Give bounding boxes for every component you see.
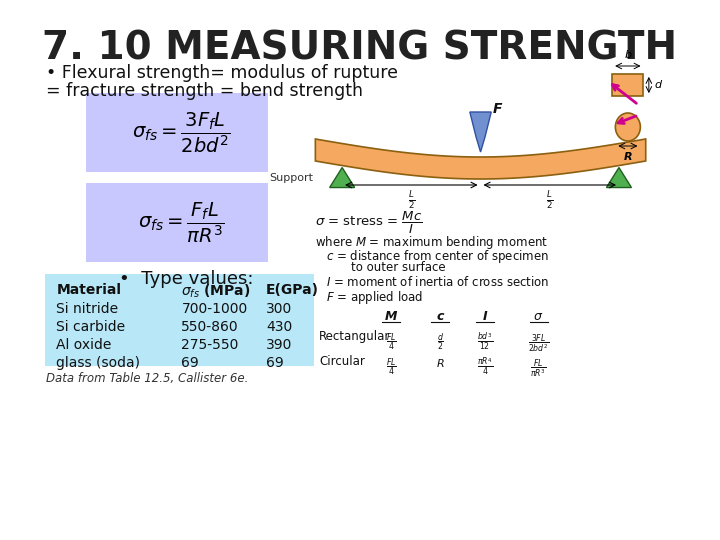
Text: $\frac{bd^3}{12}$: $\frac{bd^3}{12}$: [477, 332, 493, 352]
Text: I: I: [482, 310, 487, 323]
Text: b: b: [624, 50, 631, 60]
Text: to outer surface: to outer surface: [351, 261, 446, 274]
Text: Material: Material: [56, 283, 122, 297]
Text: F: F: [493, 102, 503, 116]
Text: R: R: [624, 152, 632, 162]
Polygon shape: [315, 139, 646, 179]
Text: d: d: [654, 80, 662, 90]
Text: $\frac{L}{2}$: $\frac{L}{2}$: [546, 189, 553, 211]
Bar: [612, 74, 644, 96]
Text: Al oxide: Al oxide: [56, 338, 112, 352]
Text: $\sigma$ = stress = $\dfrac{Mc}{I}$: $\sigma$ = stress = $\dfrac{Mc}{I}$: [315, 210, 423, 236]
Text: = fracture strength = bend strength: = fracture strength = bend strength: [45, 82, 363, 100]
Text: Rectangular: Rectangular: [319, 330, 390, 343]
Text: 300: 300: [266, 302, 292, 316]
Text: Si nitride: Si nitride: [56, 302, 119, 316]
Text: 7. 10 MEASURING STRENGTH: 7. 10 MEASURING STRENGTH: [42, 30, 678, 68]
Text: 69: 69: [266, 356, 284, 370]
Text: 275-550: 275-550: [181, 338, 239, 352]
Polygon shape: [470, 112, 491, 152]
Text: 700-1000: 700-1000: [181, 302, 248, 316]
Ellipse shape: [616, 113, 640, 141]
Text: $\frac{FL}{4}$: $\frac{FL}{4}$: [386, 332, 397, 354]
FancyBboxPatch shape: [45, 274, 315, 366]
Text: glass (soda): glass (soda): [56, 356, 140, 370]
Text: where $M$ = maximum bending moment: where $M$ = maximum bending moment: [315, 234, 549, 251]
Text: $\sigma_{fs}$ (MPa): $\sigma_{fs}$ (MPa): [181, 283, 251, 300]
Text: Si carbide: Si carbide: [56, 320, 125, 334]
FancyBboxPatch shape: [86, 93, 268, 172]
FancyBboxPatch shape: [86, 183, 268, 262]
Text: $\frac{\pi R^4}{4}$: $\frac{\pi R^4}{4}$: [477, 357, 493, 377]
Text: • Flexural strength= modulus of rupture: • Flexural strength= modulus of rupture: [45, 64, 397, 82]
Text: $R$: $R$: [436, 357, 445, 369]
Text: $\frac{FL}{\pi R^3}$: $\frac{FL}{\pi R^3}$: [531, 357, 546, 380]
Text: •  Type values:: • Type values:: [119, 270, 253, 288]
Text: $\sigma$: $\sigma$: [534, 310, 544, 323]
Text: $\frac{d}{2}$: $\frac{d}{2}$: [437, 332, 444, 354]
Text: $I$ = moment of inertia of cross section: $I$ = moment of inertia of cross section: [326, 275, 549, 289]
Text: $c$ = distance from center of specimen: $c$ = distance from center of specimen: [326, 248, 549, 265]
Text: $\frac{L}{2}$: $\frac{L}{2}$: [408, 189, 415, 211]
Text: 550-860: 550-860: [181, 320, 239, 334]
Text: $\sigma_{fs} = \dfrac{3F_f L}{2bd^2}$: $\sigma_{fs} = \dfrac{3F_f L}{2bd^2}$: [132, 111, 230, 156]
Text: Data from Table 12.5, Callister 6e.: Data from Table 12.5, Callister 6e.: [45, 372, 248, 385]
Text: 390: 390: [266, 338, 292, 352]
Text: $\frac{3FL}{2bd^2}$: $\frac{3FL}{2bd^2}$: [528, 332, 549, 355]
Text: $\frac{FL}{4}$: $\frac{FL}{4}$: [386, 357, 397, 379]
Text: 430: 430: [266, 320, 292, 334]
Text: Circular: Circular: [319, 355, 365, 368]
Text: Support: Support: [269, 173, 314, 183]
Text: M: M: [385, 310, 397, 323]
Text: c: c: [436, 310, 444, 323]
Text: E(GPa): E(GPa): [266, 283, 319, 297]
Polygon shape: [606, 167, 631, 187]
Text: $\sigma_{fs} = \dfrac{F_f L}{\pi R^3}$: $\sigma_{fs} = \dfrac{F_f L}{\pi R^3}$: [138, 200, 225, 246]
Polygon shape: [330, 167, 355, 187]
Text: $F$ = applied load: $F$ = applied load: [326, 289, 423, 306]
Text: 69: 69: [181, 356, 199, 370]
